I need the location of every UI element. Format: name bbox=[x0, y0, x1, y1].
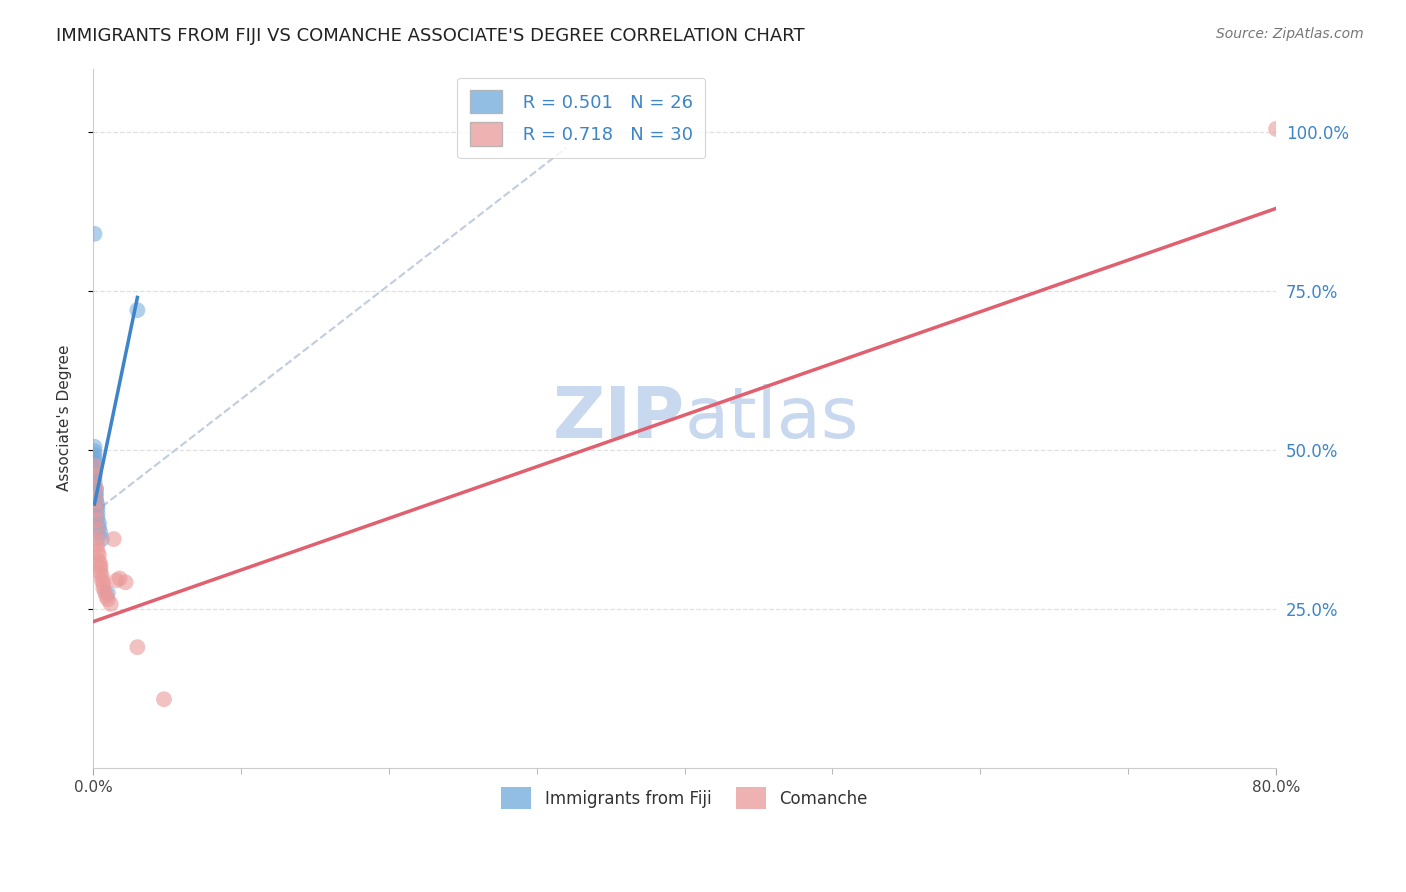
Text: ZIP: ZIP bbox=[553, 384, 685, 453]
Point bbox=[83, 471, 105, 485]
Point bbox=[83, 451, 105, 466]
Text: atlas: atlas bbox=[685, 384, 859, 453]
Point bbox=[86, 532, 108, 546]
Point bbox=[127, 303, 149, 318]
Point bbox=[83, 227, 105, 241]
Point bbox=[100, 597, 122, 611]
Point bbox=[83, 478, 105, 492]
Point bbox=[83, 463, 105, 477]
Point bbox=[83, 467, 105, 482]
Point bbox=[114, 575, 136, 590]
Point bbox=[1265, 122, 1288, 136]
Point bbox=[83, 475, 105, 489]
Point bbox=[87, 554, 110, 568]
Point bbox=[89, 560, 111, 574]
Point bbox=[87, 548, 110, 562]
Point bbox=[127, 640, 149, 654]
Point bbox=[83, 468, 105, 483]
Point bbox=[89, 558, 111, 572]
Point bbox=[84, 483, 107, 497]
Y-axis label: Associate's Degree: Associate's Degree bbox=[58, 345, 72, 491]
Point bbox=[83, 459, 105, 474]
Legend: Immigrants from Fiji, Comanche: Immigrants from Fiji, Comanche bbox=[495, 780, 875, 815]
Point bbox=[97, 592, 120, 607]
Point bbox=[90, 532, 112, 546]
Point bbox=[86, 545, 108, 559]
Point bbox=[108, 572, 131, 586]
Point bbox=[87, 520, 110, 534]
Point bbox=[86, 538, 108, 552]
Point bbox=[84, 481, 107, 495]
Point bbox=[84, 494, 107, 508]
Point bbox=[84, 494, 107, 508]
Point bbox=[84, 503, 107, 517]
Point bbox=[93, 581, 115, 595]
Point bbox=[86, 501, 108, 516]
Point bbox=[89, 565, 111, 579]
Point bbox=[84, 513, 107, 527]
Point bbox=[83, 448, 105, 462]
Point bbox=[93, 576, 115, 591]
Point bbox=[83, 440, 105, 454]
Point bbox=[87, 516, 110, 530]
Point bbox=[86, 507, 108, 521]
Point bbox=[96, 589, 118, 603]
Point bbox=[90, 569, 112, 583]
Point bbox=[84, 486, 107, 500]
Point bbox=[83, 456, 105, 470]
Point bbox=[83, 458, 105, 473]
Point bbox=[105, 574, 128, 588]
Point bbox=[94, 584, 117, 599]
Point bbox=[86, 511, 108, 525]
Point bbox=[90, 574, 112, 588]
Point bbox=[153, 692, 176, 706]
Point bbox=[83, 444, 105, 458]
Text: Source: ZipAtlas.com: Source: ZipAtlas.com bbox=[1216, 27, 1364, 41]
Point bbox=[86, 498, 108, 512]
Point bbox=[84, 490, 107, 504]
Point bbox=[97, 586, 120, 600]
Text: IMMIGRANTS FROM FIJI VS COMANCHE ASSOCIATE'S DEGREE CORRELATION CHART: IMMIGRANTS FROM FIJI VS COMANCHE ASSOCIA… bbox=[56, 27, 804, 45]
Point bbox=[86, 523, 108, 537]
Point bbox=[89, 525, 111, 540]
Point bbox=[103, 532, 125, 546]
